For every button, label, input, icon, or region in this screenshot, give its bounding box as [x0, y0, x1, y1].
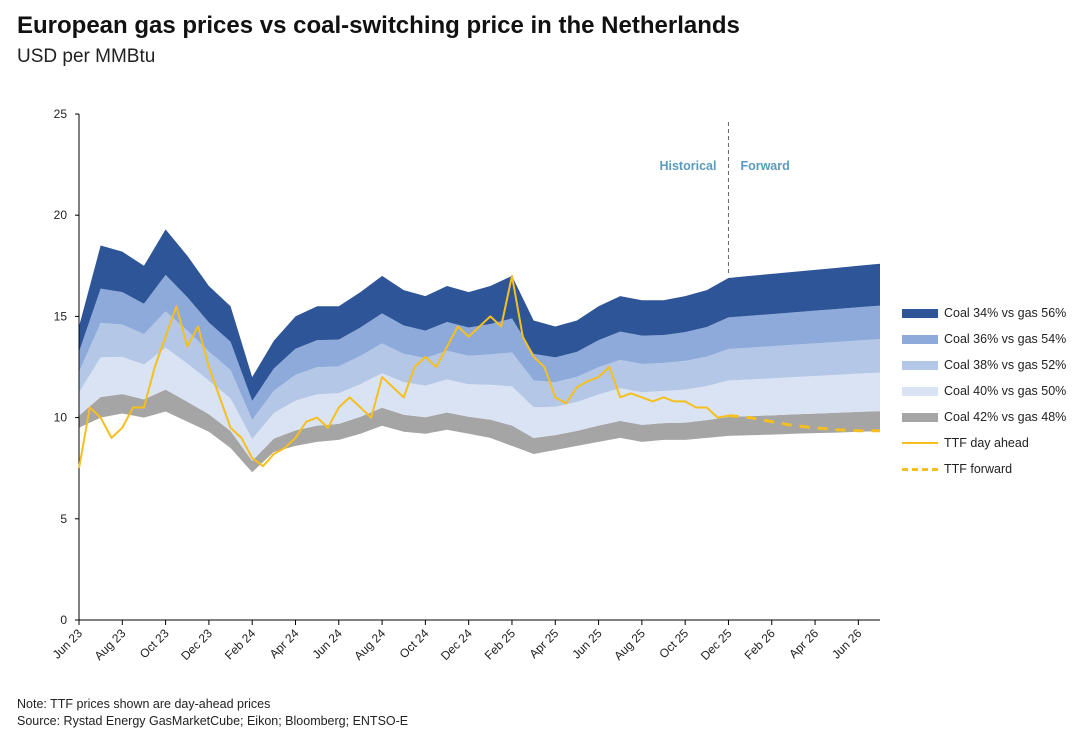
x-tick-label: Oct 24 — [397, 626, 432, 661]
legend-swatch — [902, 360, 938, 370]
legend-label: Coal 40% vs gas 50% — [944, 384, 1067, 398]
y-tick-label: 20 — [54, 208, 68, 222]
y-tick-label: 10 — [54, 411, 68, 425]
x-tick-label: Jun 25 — [569, 626, 605, 662]
forward-label: Forward — [740, 159, 789, 173]
legend-label: Coal 42% vs gas 48% — [944, 410, 1067, 424]
x-tick-label: Dec 24 — [438, 626, 475, 663]
legend: Coal 34% vs gas 56% Coal 36% vs gas 54% … — [902, 300, 1066, 482]
legend-swatch — [902, 308, 938, 318]
y-tick-label: 15 — [54, 309, 68, 323]
legend-swatch — [902, 334, 938, 344]
x-tick-label: Feb 25 — [482, 626, 519, 663]
x-tick-label: Feb 24 — [222, 626, 259, 663]
source-text: Source: Rystad Energy GasMarketCube; Eik… — [17, 714, 409, 728]
x-tick-label: Jun 23 — [50, 626, 86, 662]
legend-item: Coal 36% vs gas 54% — [902, 326, 1066, 352]
x-tick-label: Dec 25 — [698, 626, 735, 663]
legend-label: Coal 36% vs gas 54% — [944, 332, 1067, 346]
chart-subtitle: USD per MMBtu — [17, 46, 156, 67]
legend-item: Coal 42% vs gas 48% — [902, 404, 1066, 430]
x-tick-label: Apr 25 — [526, 626, 561, 661]
historical-label: Historical — [659, 159, 716, 173]
legend-label: Coal 34% vs gas 56% — [944, 306, 1067, 320]
note-text: Note: TTF prices shown are day-ahead pri… — [17, 697, 271, 711]
y-tick-label: 25 — [54, 107, 68, 121]
legend-line — [902, 442, 938, 444]
x-tick-label: Feb 26 — [742, 626, 779, 663]
x-tick-label: Jun 24 — [310, 626, 346, 662]
band-band1 — [79, 229, 880, 401]
legend-swatch — [902, 412, 938, 422]
ttf-forward-line — [728, 414, 880, 433]
x-tick-label: Dec 23 — [178, 626, 215, 663]
legend-label: TTF forward — [944, 462, 1013, 476]
legend-item: Coal 38% vs gas 52% — [902, 352, 1066, 378]
y-tick-label: 5 — [60, 512, 67, 526]
legend-label: TTF day ahead — [944, 436, 1029, 450]
x-tick-label: Oct 23 — [137, 626, 172, 661]
x-tick-label: Aug 25 — [611, 626, 648, 663]
ttf-day-ahead-line — [78, 274, 729, 469]
legend-item: Coal 34% vs gas 56% — [902, 300, 1066, 326]
band-band5 — [79, 389, 880, 473]
x-tick-label: Aug 24 — [351, 626, 388, 663]
x-tick-label: Jun 26 — [829, 626, 865, 662]
x-tick-label: Oct 25 — [656, 626, 691, 661]
band-band4 — [79, 347, 880, 461]
legend-dashed-line — [902, 467, 938, 471]
x-tick-label: Apr 24 — [267, 626, 302, 661]
x-tick-label: Aug 23 — [92, 626, 129, 663]
chart-title: European gas prices vs coal-switching pr… — [17, 12, 740, 39]
x-tick-label: Apr 26 — [786, 626, 821, 661]
y-tick-label: 0 — [60, 613, 67, 627]
legend-label: Coal 38% vs gas 52% — [944, 358, 1067, 372]
band-band2 — [79, 274, 880, 420]
legend-item: TTF forward — [902, 456, 1066, 482]
band-band3 — [79, 311, 880, 439]
legend-swatch — [902, 386, 938, 396]
legend-item: TTF day ahead — [902, 430, 1066, 456]
legend-item: Coal 40% vs gas 50% — [902, 378, 1066, 404]
